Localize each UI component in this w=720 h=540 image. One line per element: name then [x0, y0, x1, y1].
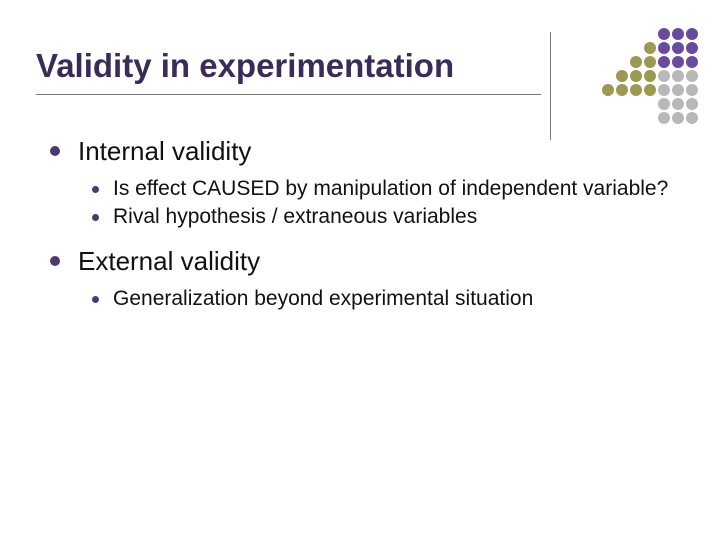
bullet-icon [50, 146, 60, 156]
title-area: Validity in experimentation [36, 48, 556, 84]
decor-dot [644, 28, 656, 40]
list-item: Generalization beyond experimental situa… [92, 286, 680, 313]
decor-dot [686, 42, 698, 54]
decor-dot [630, 98, 642, 110]
decor-dot [686, 98, 698, 110]
bullet-icon [50, 256, 60, 266]
decor-dot [630, 112, 642, 124]
decor-dot [672, 112, 684, 124]
corner-dot-pattern [602, 28, 698, 124]
decor-dot [658, 98, 670, 110]
decor-dot [602, 84, 614, 96]
list-item: External validity [50, 245, 680, 278]
decor-dot [602, 112, 614, 124]
decor-dot [602, 56, 614, 68]
decor-dot [630, 42, 642, 54]
decor-dot [644, 84, 656, 96]
decor-dot [616, 28, 628, 40]
list-item-label: Generalization beyond experimental situa… [113, 286, 533, 313]
decor-dot [672, 98, 684, 110]
decor-dot [658, 84, 670, 96]
decor-dot [644, 70, 656, 82]
vertical-divider [550, 32, 551, 140]
list-item-label: Rival hypothesis / extraneous variables [113, 204, 477, 231]
content-area: Internal validity Is effect CAUSED by ma… [50, 135, 680, 327]
decor-dot [602, 42, 614, 54]
list-item: Is effect CAUSED by manipulation of inde… [92, 176, 680, 203]
decor-dot [672, 42, 684, 54]
decor-dot [658, 70, 670, 82]
decor-dot [658, 56, 670, 68]
decor-dot [616, 42, 628, 54]
decor-dot [616, 112, 628, 124]
decor-dot [686, 84, 698, 96]
decor-dot [616, 56, 628, 68]
decor-dot [672, 70, 684, 82]
decor-dot [686, 56, 698, 68]
list-item-label: External validity [78, 245, 260, 278]
decor-dot [630, 70, 642, 82]
list-item: Internal validity [50, 135, 680, 168]
decor-dot [630, 56, 642, 68]
bullet-icon [92, 296, 99, 303]
decor-dot [602, 98, 614, 110]
decor-dot [616, 84, 628, 96]
decor-dot [672, 28, 684, 40]
decor-dot [644, 42, 656, 54]
decor-dot [644, 98, 656, 110]
slide-title: Validity in experimentation [36, 48, 556, 84]
bullet-icon [92, 214, 99, 221]
decor-dot [686, 70, 698, 82]
decor-dot [602, 70, 614, 82]
list-item: Rival hypothesis / extraneous variables [92, 204, 680, 231]
decor-dot [672, 56, 684, 68]
decor-dot [644, 112, 656, 124]
slide: Validity in experimentation Internal val… [0, 0, 720, 540]
decor-dot [658, 42, 670, 54]
bullet-icon [92, 186, 99, 193]
decor-dot [630, 28, 642, 40]
decor-dot [644, 56, 656, 68]
decor-dot [616, 98, 628, 110]
list-item-label: Internal validity [78, 135, 251, 168]
sublist: Is effect CAUSED by manipulation of inde… [92, 176, 680, 232]
decor-dot [616, 70, 628, 82]
title-underline [36, 94, 541, 95]
decor-dot [658, 112, 670, 124]
decor-dot [686, 112, 698, 124]
list-item-label: Is effect CAUSED by manipulation of inde… [113, 176, 668, 203]
sublist: Generalization beyond experimental situa… [92, 286, 680, 313]
decor-dot [630, 84, 642, 96]
decor-dot [658, 28, 670, 40]
decor-dot [602, 28, 614, 40]
decor-dot [672, 84, 684, 96]
decor-dot [686, 28, 698, 40]
